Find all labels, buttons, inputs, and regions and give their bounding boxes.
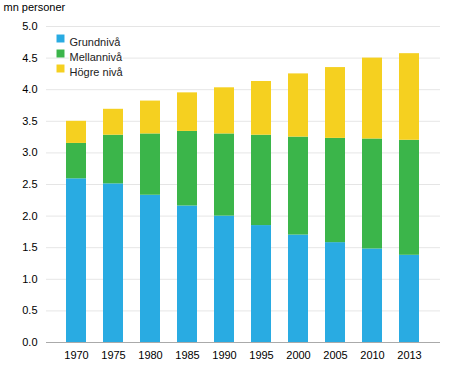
svg-text:2.5: 2.5 (22, 178, 37, 190)
svg-text:0.5: 0.5 (22, 304, 37, 316)
svg-text:5.0: 5.0 (22, 20, 37, 32)
svg-text:1985: 1985 (175, 349, 199, 361)
svg-text:Högre nivå: Högre nivå (70, 66, 124, 78)
svg-text:2010: 2010 (360, 349, 384, 361)
svg-text:4.5: 4.5 (22, 52, 37, 64)
svg-text:2005: 2005 (323, 349, 347, 361)
svg-text:2013: 2013 (397, 349, 421, 361)
svg-text:0.0: 0.0 (22, 336, 37, 348)
svg-text:1975: 1975 (101, 349, 125, 361)
svg-text:1.5: 1.5 (22, 241, 37, 253)
svg-text:1990: 1990 (212, 349, 236, 361)
svg-text:4.0: 4.0 (22, 83, 37, 95)
svg-text:1995: 1995 (249, 349, 273, 361)
svg-text:1970: 1970 (64, 349, 88, 361)
svg-text:Mellannivå: Mellannivå (70, 51, 123, 63)
svg-text:3.0: 3.0 (22, 146, 37, 158)
svg-text:2.0: 2.0 (22, 210, 37, 222)
svg-text:2000: 2000 (286, 349, 310, 361)
svg-text:1.0: 1.0 (22, 273, 37, 285)
svg-text:1980: 1980 (138, 349, 162, 361)
svg-text:Grundnivå: Grundnivå (70, 36, 122, 48)
svg-text:3.5: 3.5 (22, 115, 37, 127)
svg-text:mn personer: mn personer (4, 1, 66, 13)
